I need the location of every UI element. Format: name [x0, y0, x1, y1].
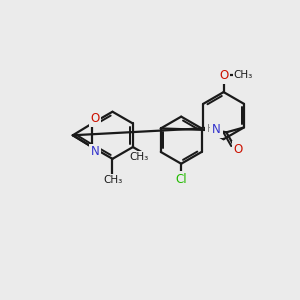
Text: CH₃: CH₃ — [234, 70, 253, 80]
Text: N: N — [91, 146, 99, 158]
Text: O: O — [90, 112, 100, 125]
Text: CH₃: CH₃ — [104, 176, 123, 185]
Text: CH₃: CH₃ — [129, 152, 148, 162]
Text: O: O — [233, 142, 243, 155]
Text: N: N — [212, 123, 221, 136]
Text: Cl: Cl — [176, 173, 187, 186]
Text: O: O — [90, 112, 100, 125]
Text: O: O — [219, 69, 228, 82]
Text: H: H — [207, 124, 214, 134]
Text: Cl: Cl — [176, 173, 187, 186]
Text: CH₃: CH₃ — [234, 70, 253, 80]
Text: H: H — [207, 124, 214, 134]
Text: CH₃: CH₃ — [104, 176, 123, 185]
Text: O: O — [233, 142, 243, 155]
Text: N: N — [212, 123, 221, 136]
Text: O: O — [219, 69, 228, 82]
Text: N: N — [91, 146, 99, 158]
Text: CH₃: CH₃ — [129, 152, 148, 162]
